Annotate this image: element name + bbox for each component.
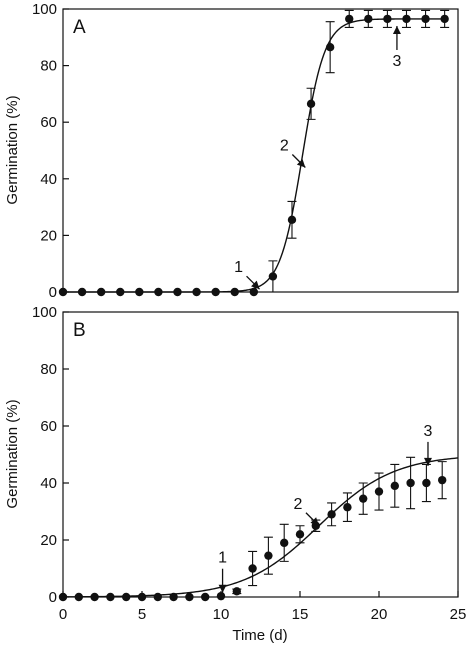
panel-b-data-point-2: [90, 592, 99, 602]
panel-b-ytick-label-3: 60: [40, 418, 57, 435]
panel-a-ytick-label-3: 60: [40, 114, 57, 131]
panel-a-annotations: 1 2 3: [234, 25, 401, 290]
panel-b-data-point-20: [374, 487, 384, 496]
panel-a-annotation-arrowhead-1: [251, 280, 260, 290]
panel-a-ytick-label-5: 100: [32, 1, 57, 18]
panel-b-fit-layer: [63, 457, 459, 598]
panel-a-data-point-8: [211, 287, 220, 297]
panel-b: B Germination (%) Time (d) 0204060801000…: [4, 304, 466, 644]
panel-a-y-axis-title: Germination (%): [4, 95, 21, 204]
panel-a-data-point-17: [383, 14, 392, 24]
panel-b-letter: B: [73, 320, 86, 341]
panel-b-annotation-arrowhead-3: [423, 457, 432, 466]
panel-b-data-point-4: [122, 592, 131, 602]
panel-b-annotation-label-2: 2: [294, 496, 303, 513]
panel-b-frame: [62, 311, 459, 598]
panel-b-ytick-label-0: 0: [49, 589, 57, 606]
panel-b-data-point-19: [359, 494, 368, 503]
panel-a-annotation-arrowhead-2: [296, 158, 306, 168]
panel-a-data-point-10: [249, 287, 259, 297]
panel-b-data-point-21: [390, 481, 399, 491]
panel-b-annotations: 1 2 3: [218, 423, 433, 593]
panel-b-ytick-label-4: 80: [40, 361, 57, 378]
panel-b-annotation-arrowhead-2: [310, 517, 319, 526]
panel-a-fit-curve: [63, 18, 445, 293]
panel-b-data-point-12: [248, 564, 257, 573]
panel-a-ytick-label-4: 80: [40, 58, 57, 75]
panel-a-annotation-label-2: 2: [280, 137, 289, 154]
panel-b-data-point-17: [327, 510, 336, 519]
panel-b-data-point-8: [185, 592, 194, 602]
panel-b-data-point-6: [153, 592, 162, 602]
panel-b-ytick-label-2: 40: [40, 475, 57, 492]
panel-b-annotation-arrowhead-1: [218, 584, 227, 593]
panel-a-ytick-label-1: 20: [40, 227, 57, 244]
panel-a-data-point-3: [116, 287, 125, 297]
panel-a-annotation-arrowhead-3: [392, 25, 401, 34]
panel-b-xtick-label-2: 10: [213, 606, 230, 623]
panel-b-data-point-15: [295, 530, 305, 539]
panel-b-data-point-18: [343, 503, 352, 512]
panel-a-ytick-label-2: 40: [40, 171, 57, 188]
panel-a-annotation-label-1: 1: [234, 259, 243, 276]
panel-a-data-point-20: [440, 14, 449, 24]
panel-a-data-point-0: [58, 287, 68, 297]
panel-a-data-point-16: [364, 14, 373, 24]
panel-b-data-point-24: [438, 475, 447, 485]
panel-b-data-point-7: [169, 592, 178, 602]
panel-b-x-axis-title: Time (d): [232, 627, 287, 644]
panel-a-data-point-12: [287, 215, 297, 225]
panel-b-ytick-label-1: 20: [40, 532, 57, 549]
panel-b-error-bars: [232, 456, 447, 595]
panel-a-data-point-9: [230, 287, 239, 297]
panel-b-data-point-23: [422, 478, 431, 488]
panel-a-data-point-4: [135, 287, 144, 297]
panel-b-points: [58, 475, 447, 602]
panel-a-data-point-14: [325, 43, 335, 52]
panel-a-annotation-label-3: 3: [392, 53, 401, 70]
panel-b-data-point-13: [264, 551, 273, 560]
panel-b-xtick-label-0: 0: [59, 606, 67, 623]
panel-a-data-point-7: [192, 287, 201, 297]
panel-b-data-point-11: [232, 587, 241, 596]
panel-a-data-point-13: [306, 99, 316, 109]
panel-b-xtick-label-3: 15: [292, 606, 309, 623]
panel-a-letter: A: [73, 17, 86, 38]
panel-b-fit-curve: [63, 457, 459, 598]
panel-b-data-point-22: [406, 478, 415, 488]
panel-b-data-point-9: [201, 592, 210, 602]
panel-a-ytick-label-0: 0: [49, 284, 57, 301]
panel-b-xtick-label-5: 25: [450, 606, 467, 623]
panel-b-data-point-0: [58, 592, 68, 602]
panel-b-annotation-label-3: 3: [424, 423, 433, 440]
panel-b-y-axis-title: Germination (%): [4, 399, 21, 508]
panel-a-error-bars: [268, 9, 450, 293]
panel-a-data-point-6: [173, 287, 182, 297]
panel-b-ticks: 0 20 40 60 80 100 0 5 10 15 20 25: [32, 304, 466, 623]
panel-b-data-point-3: [106, 592, 115, 602]
panel-a-data-point-18: [402, 14, 411, 24]
panel-b-xtick-label-1: 5: [138, 606, 146, 623]
panel-a: A Germination (%) 0 20 40 60 80 100 1 2 3: [4, 1, 459, 301]
panel-b-data-point-10: [216, 591, 226, 601]
panel-b-data-point-5: [137, 592, 147, 602]
panel-b-ytick-label-5: 100: [32, 304, 57, 321]
panel-b-xtick-label-4: 20: [371, 606, 388, 623]
panel-b-data-point-1: [74, 592, 84, 602]
panel-a-ticks: 0 20 40 60 80 100: [32, 1, 69, 301]
panel-b-annotation-label-1: 1: [218, 550, 227, 567]
panel-a-data-point-15: [345, 14, 354, 24]
panel-a-points: [58, 14, 449, 297]
panel-a-data-point-2: [96, 287, 106, 297]
panel-a-data-point-19: [421, 14, 430, 24]
panel-a-data-point-11: [268, 272, 278, 281]
panel-a-data-point-1: [77, 287, 87, 297]
panel-a-frame: [62, 8, 459, 293]
panel-b-data-point-14: [280, 538, 289, 548]
panel-a-fit-layer: [63, 18, 445, 293]
panel-a-data-point-5: [154, 287, 163, 297]
